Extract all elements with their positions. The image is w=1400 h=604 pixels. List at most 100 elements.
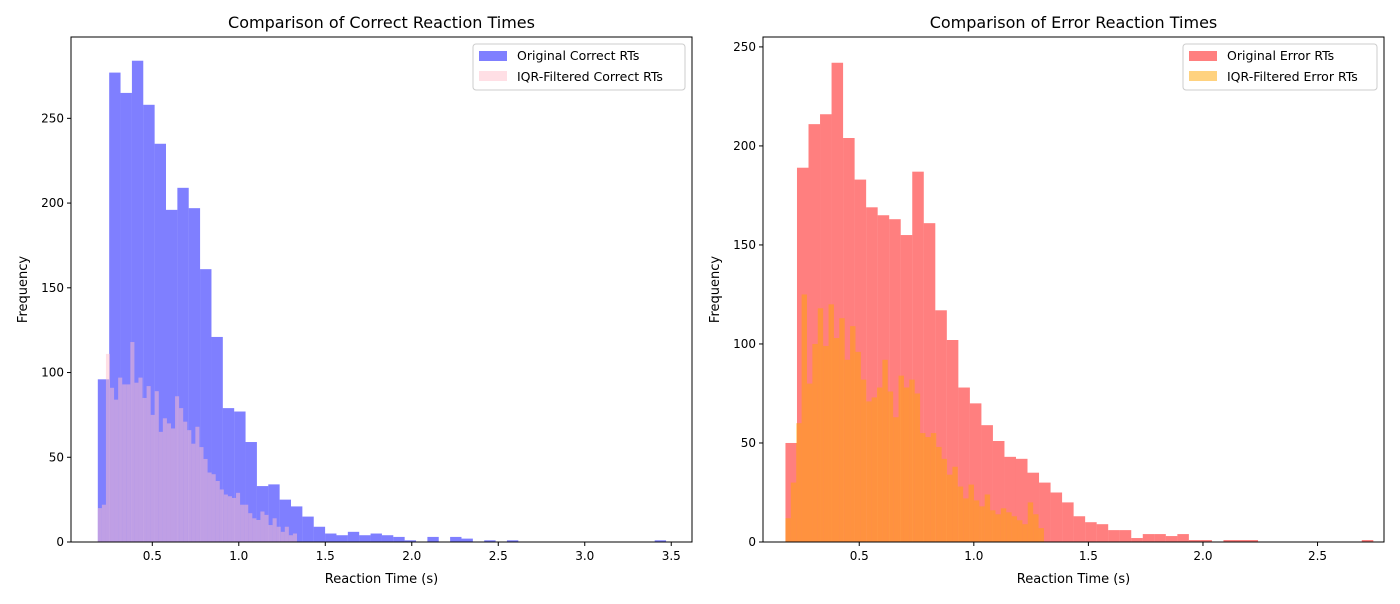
bars-layer [97,60,667,543]
histogram-bar [187,430,192,542]
histogram-bar [109,72,121,542]
histogram-bar [1131,538,1143,542]
histogram-bar [101,504,106,542]
y-tick-label: 50 [49,450,64,464]
histogram-bar [268,525,273,542]
histogram-bar [790,482,797,542]
histogram-bar [1011,516,1018,542]
histogram-bar [154,143,166,542]
y-tick-label: 200 [733,139,756,153]
histogram-bar [97,379,110,542]
histogram-bar [958,387,970,542]
histogram-bar [866,207,878,542]
histogram-bar [191,443,196,542]
histogram-bar [935,310,947,542]
histogram-bar [284,526,289,542]
histogram-bar [302,516,314,542]
histogram-bar [923,223,936,542]
x-tick-label: 1.0 [964,549,983,563]
histogram-bar [936,446,942,542]
histogram-bar [200,269,212,542]
histogram-bar [427,536,439,542]
histogram-bar [957,486,964,542]
y-tick-label: 250 [733,40,756,54]
histogram-bar [244,504,249,542]
histogram-bar [992,441,1005,542]
histogram-bar [882,359,888,542]
x-axis-label: Reaction Time (s) [1017,572,1130,587]
histogram-bar [359,535,371,542]
histogram-bar [154,391,159,542]
histogram-bar [1027,502,1034,542]
y-ticks: 0 50 100 150 200 250 [41,111,71,549]
histogram-bar [808,124,821,542]
histogram-bar [279,499,292,542]
histogram-bar [946,340,959,542]
histogram-bar [1015,458,1028,542]
x-tick-label: 2.5 [1308,549,1327,563]
histogram-bar [142,397,147,542]
histogram-bar [889,219,901,542]
histogram-bar [812,343,818,542]
legend-label-original: Original Error RTs [1227,48,1334,63]
histogram-bar [1108,530,1120,542]
histogram-bar [291,506,303,542]
histogram-bar [272,518,277,542]
histogram-bar [268,484,280,542]
legend-swatch-original [1189,51,1217,61]
histogram-bar [110,387,115,542]
y-tick-label: 150 [41,281,64,295]
plot-frame [70,36,693,543]
legend-box [1182,43,1378,91]
histogram-bar [143,104,155,542]
histogram-bar [844,359,851,542]
histogram-bar [871,397,878,542]
histogram-bar [984,494,991,542]
histogram-bar [231,497,237,542]
histogram-bar [177,187,189,542]
histogram-bar [981,425,993,542]
chart-error-rts: Comparison of Error Reaction Times 0.5 1.… [708,13,1385,587]
histogram-bar [264,514,269,542]
histogram-bar [280,531,285,542]
histogram-bar [963,498,969,542]
histogram-bar [203,458,208,542]
x-axis-label: Reaction Time (s) [325,572,438,587]
histogram-bar [893,417,899,542]
x-tick-label: 2.0 [1193,549,1212,563]
histogram-bar [195,426,200,542]
histogram-bar [1006,512,1012,542]
y-tick-label: 100 [41,366,64,380]
histogram-bar [1142,534,1155,542]
histogram-bar [1050,492,1063,542]
legend-swatch-filtered [1189,71,1217,81]
histogram-bar [952,466,958,542]
histogram-bar [1000,508,1007,542]
histogram-bar [850,326,856,542]
histogram-bar [1062,502,1074,542]
histogram-bar [785,518,791,542]
y-tick-label: 250 [41,111,64,125]
histogram-bar [179,408,184,542]
histogram-bar [288,535,293,542]
x-tick-label: 2.0 [402,549,421,563]
legend-label-original: Original Correct RTs [517,48,639,63]
histogram-bar [130,342,135,542]
histogram-bar [97,508,102,542]
x-tick-label: 0.5 [143,549,162,563]
histogram-bar [1188,540,1201,542]
histogram-bar [839,318,845,542]
histogram-bar [969,403,982,542]
histogram-bar [831,62,844,542]
histogram-bar [461,538,473,542]
legend: Original Error RTs IQR-Filtered Error RT… [1182,43,1378,91]
histogram-bar [450,536,462,542]
histogram-bar [188,208,201,542]
histogram-bar [968,484,974,542]
histogram-bar [1039,482,1051,542]
histogram-bar [211,474,216,542]
histogram-bar [256,519,261,542]
y-ticks: 0 50 100 150 200 250 [733,40,763,549]
histogram-bar [801,294,807,542]
